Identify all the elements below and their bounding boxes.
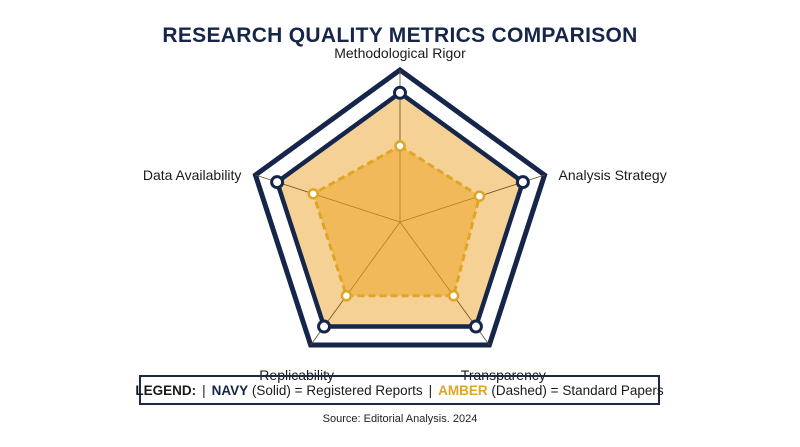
axis-label: Data Availability <box>143 167 242 183</box>
legend-amber-style: (Dashed) = Standard Papers <box>491 382 664 398</box>
radar-outer-boundary <box>252 66 548 348</box>
axis-label: Analysis Strategy <box>559 167 667 183</box>
series-amber-point <box>473 190 486 202</box>
legend: LEGEND: | NAVY (Solid) = Registered Repo… <box>135 375 664 405</box>
axis-label: Methodological Rigor <box>334 45 466 61</box>
source-note: Source: Editorial Analysis. 2024 <box>322 413 478 425</box>
series-amber-area <box>311 144 482 298</box>
legend-heading: LEGEND: <box>135 382 197 398</box>
legend-separator: | <box>202 382 206 398</box>
series-amber-point <box>340 290 353 302</box>
legend-amber-name: AMBER <box>438 382 488 398</box>
series-navy-point <box>393 85 407 100</box>
series-amber-point <box>394 140 406 152</box>
axis-label: Replicability <box>259 367 334 383</box>
legend-navy-style: (Solid) = Registered Reports <box>251 382 423 398</box>
series-amber-point <box>447 290 460 302</box>
chart-title: RESEARCH QUALITY METRICS COMPARISON <box>162 24 638 47</box>
series-amber-point <box>307 188 320 200</box>
series-navy-point <box>317 319 332 334</box>
legend-separator: | <box>428 382 433 398</box>
series-navy-point <box>270 175 285 190</box>
series-navy-point <box>468 319 483 334</box>
series-navy-point <box>515 175 530 190</box>
axis-label: Transparency <box>461 367 546 383</box>
legend-navy-name: NAVY <box>211 382 249 398</box>
